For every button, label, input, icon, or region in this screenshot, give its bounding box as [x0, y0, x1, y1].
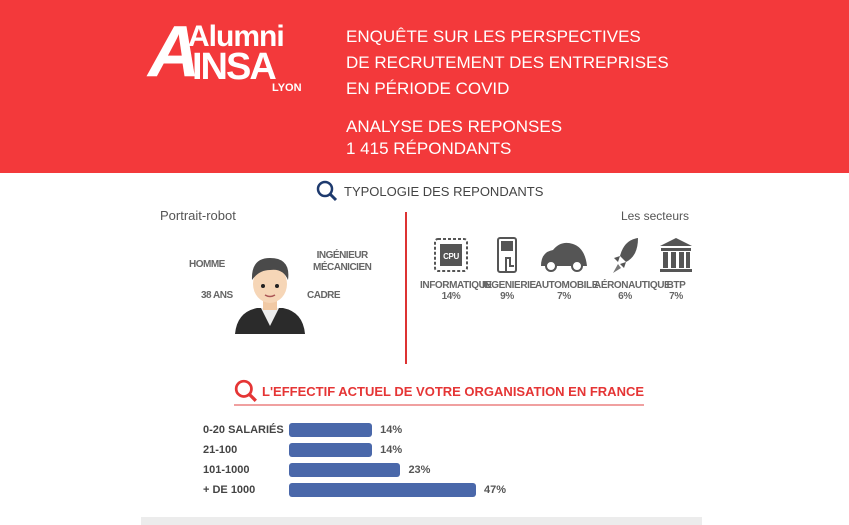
bar-row: 21-100 14% — [203, 443, 402, 457]
portrait-gender: HOMME — [189, 259, 225, 270]
cpu-icon: CPU — [434, 238, 468, 272]
bar-value-label: 14% — [380, 424, 403, 436]
divider — [405, 212, 407, 364]
bar — [289, 423, 373, 437]
magnifier-icon — [234, 379, 257, 402]
man-avatar-icon — [235, 258, 305, 334]
sector-btp: BTP 7% — [657, 236, 695, 302]
bar-value-label: 14% — [380, 444, 403, 456]
svg-text:CPU: CPU — [443, 252, 459, 261]
bar-row: 0-20 SALARIÉS 14% — [203, 423, 402, 437]
building-icon — [660, 238, 692, 272]
sectors-title: Les secteurs — [620, 209, 689, 223]
sector-informatique: CPU INFORMATIQUE 14% — [420, 236, 492, 302]
portrait-age: 38 ANS — [201, 290, 233, 301]
bar-category-label: 101-1000 — [203, 464, 250, 476]
touch-panel-icon — [497, 237, 517, 273]
survey-subtitle: ANALYSE DES REPONSES 1 415 RÉPONDANTS — [346, 117, 563, 158]
bar-category-label: 21-100 — [203, 444, 238, 456]
bar — [289, 443, 373, 457]
sector-aeronautique: AÉRONAUTIQUE 6% — [594, 236, 671, 302]
header-banner: A Alumni INSA LYON ENQUÊTE SUR LES PERSP… — [0, 0, 849, 173]
sector-automobile: AUTOMOBILE 7% — [535, 236, 598, 302]
rocket-icon — [613, 238, 638, 273]
portrait-job: INGÉNIEUR MÉCANICIEN — [313, 250, 372, 273]
survey-title: ENQUÊTE SUR LES PERSPECTIVES DE RECRUTEME… — [346, 27, 669, 98]
alumni-insa-logo: A Alumni INSA LYON — [148, 12, 302, 94]
section-title-typologie: TYPOLOGIE DES REPONDANTS — [316, 180, 543, 202]
bar-row: 101-1000 23% — [203, 463, 430, 477]
sector-ingenierie: INGENIERIE 9% — [482, 236, 536, 302]
bar-category-label: + DE 1000 — [203, 484, 256, 496]
magnifier-icon — [316, 180, 338, 202]
car-icon — [541, 242, 587, 272]
bar — [289, 463, 401, 477]
bar-value-label: 23% — [408, 464, 431, 476]
bar-row: + DE 1000 47% — [203, 483, 506, 497]
section-title-effectif: L'EFFECTIF ACTUEL DE VOTRE ORGANISATION … — [234, 379, 645, 406]
portrait-title: Portrait-robot — [160, 208, 236, 223]
portrait-status: CADRE — [307, 290, 341, 301]
bar — [289, 483, 477, 497]
footer-strip — [141, 517, 702, 525]
bar-value-label: 47% — [484, 484, 507, 496]
bar-category-label: 0-20 SALARIÉS — [203, 424, 284, 436]
